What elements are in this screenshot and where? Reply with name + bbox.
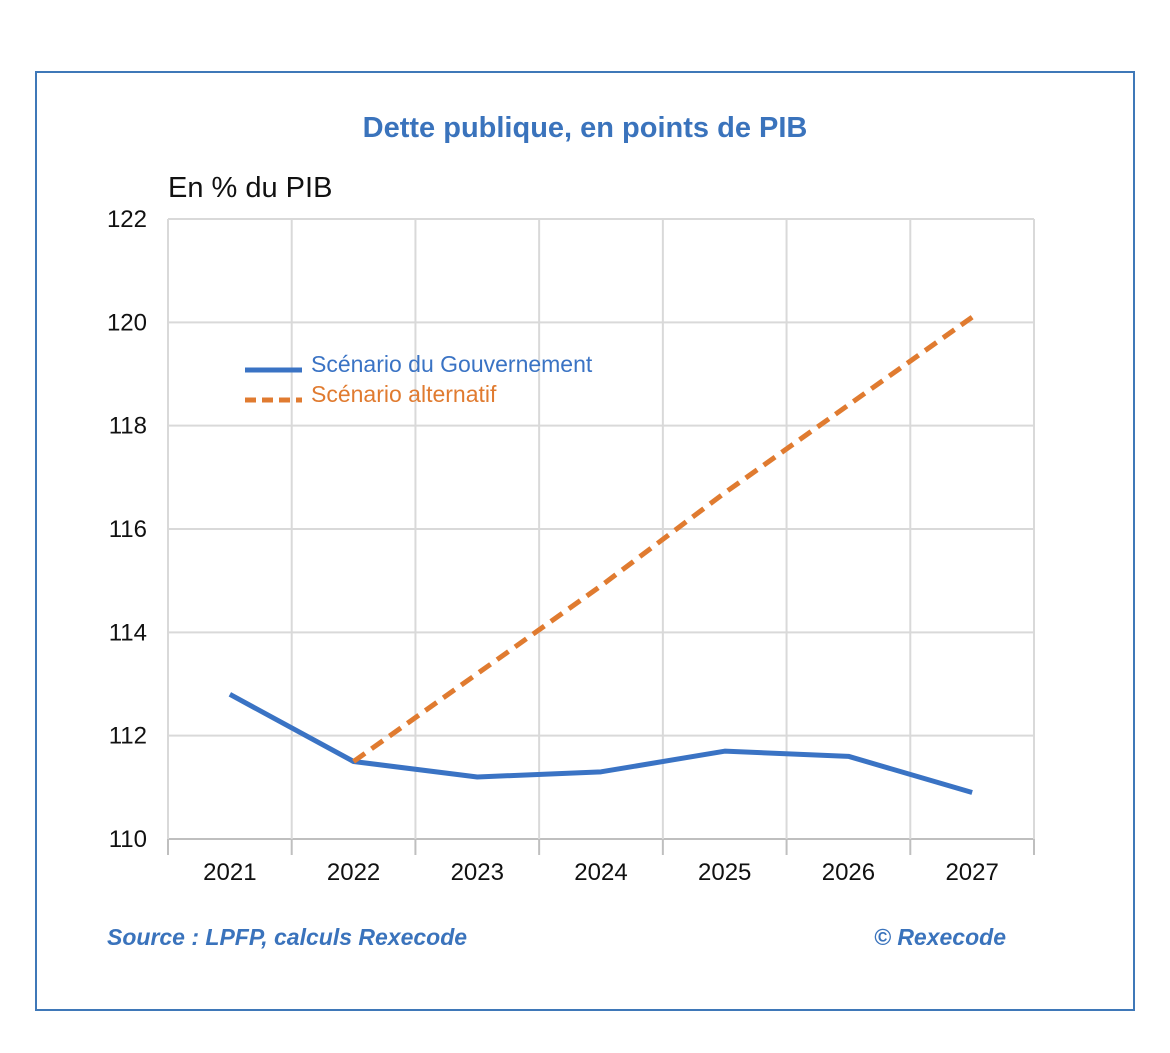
y-axis-unit-label: En % du PIB: [168, 172, 333, 204]
y-tick-label: 122: [107, 206, 147, 233]
y-tick-label: 114: [109, 619, 147, 646]
series-lines: [228, 315, 974, 795]
x-tick-label: 2027: [945, 859, 998, 886]
chart-frame: [35, 71, 1135, 1011]
legend: Scénario du Gouvernement Scénario alterna…: [245, 351, 593, 407]
y-tick-label: 116: [109, 516, 147, 543]
x-tick-label: 2022: [327, 859, 380, 886]
x-tick-label: 2026: [822, 859, 875, 886]
x-tick-label: 2025: [698, 859, 751, 886]
y-tick-label: 112: [109, 723, 147, 750]
x-axis-ticks: 2021 2022 2023 2024 2025 2026 2027: [203, 859, 999, 886]
legend-label: Scénario du Gouvernement: [311, 351, 593, 377]
legend-label: Scénario alternatif: [311, 381, 497, 407]
chart-title: Dette publique, en points de PIB: [362, 112, 808, 144]
x-tick-label: 2023: [451, 859, 504, 886]
series-line-alternatif: [352, 315, 974, 764]
y-tick-label: 110: [109, 826, 147, 853]
series-line-gouvernement: [228, 692, 973, 795]
y-axis-ticks: 110 112 114 116 118 120 122: [107, 206, 147, 853]
x-tick-label: 2021: [203, 859, 256, 886]
x-tick-label: 2024: [574, 859, 627, 886]
source-note: Source : LPFP, calculs Rexecode: [107, 924, 468, 950]
y-tick-label: 120: [107, 309, 147, 336]
y-tick-label: 118: [109, 413, 147, 440]
grid: [167, 218, 1035, 855]
copyright-note: © Rexecode: [873, 924, 1006, 950]
